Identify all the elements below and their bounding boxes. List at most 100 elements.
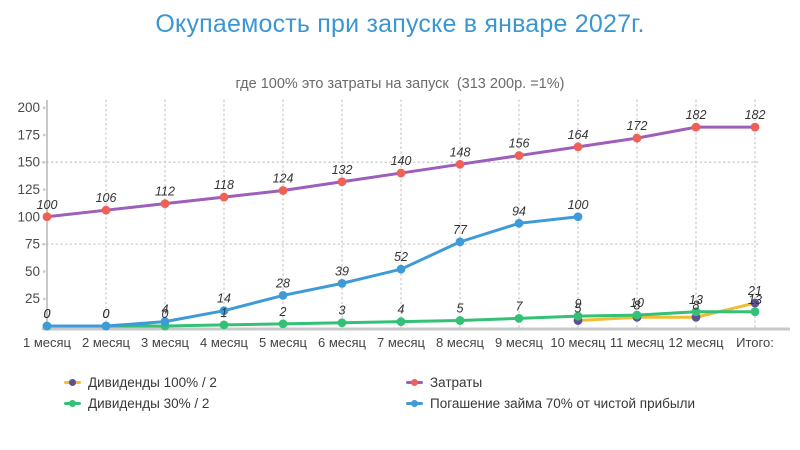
series-point — [42, 212, 52, 222]
y-tick-label: 200 — [17, 100, 40, 115]
data-label: 182 — [686, 108, 707, 122]
series-point — [632, 310, 642, 320]
x-tick-label: 12 месяц — [668, 335, 724, 350]
data-label: 106 — [96, 191, 117, 205]
legend-label: Погашение займа 70% от чистой прибыли — [430, 396, 696, 411]
data-label: 0 — [44, 307, 51, 321]
x-tick-label: 6 месяц — [318, 335, 367, 350]
data-label: 1 — [221, 306, 228, 320]
data-label: 3 — [339, 304, 346, 318]
x-tick-label: 1 месяц — [23, 335, 72, 350]
data-label: 9 — [575, 297, 582, 311]
y-tick-label: 100 — [17, 209, 40, 224]
series-point — [278, 186, 288, 195]
data-label: 0 — [103, 307, 110, 321]
series-point — [514, 151, 524, 160]
series-point — [396, 317, 406, 327]
data-label: 13 — [748, 293, 762, 307]
series-point — [750, 307, 760, 317]
series-point — [101, 321, 111, 331]
series-point — [750, 122, 760, 132]
y-tick-mark — [43, 270, 46, 273]
series-line — [576, 301, 757, 323]
series-line — [45, 215, 580, 328]
series-point — [573, 212, 583, 222]
y-tick-mark — [43, 188, 46, 191]
data-label: 8 — [634, 298, 641, 312]
series-point — [160, 317, 170, 327]
data-label: 0 — [162, 307, 169, 321]
data-label: 52 — [394, 250, 408, 264]
series-point — [219, 306, 229, 316]
x-tick-label: 9 месяц — [495, 335, 544, 350]
x-tick-label: 11 месяц — [610, 335, 665, 350]
series-point — [632, 133, 642, 143]
dividends-100-marker-icon — [64, 378, 81, 387]
y-tick-mark — [43, 161, 46, 164]
data-label: 8 — [693, 298, 700, 312]
series-point — [101, 205, 111, 215]
data-label: 172 — [627, 119, 648, 133]
series-point — [219, 192, 229, 202]
data-label: 28 — [275, 276, 290, 290]
chart-subtitle: где 100% это затраты на запуск (313 200р… — [235, 76, 565, 92]
series-point — [691, 122, 701, 132]
y-tick-label: 125 — [17, 182, 40, 197]
series-point — [455, 237, 465, 247]
series-point — [278, 319, 288, 329]
x-tick-label: Итого: — [736, 335, 774, 350]
legend-item-dividends-100[interactable]: Дивиденды 100% / 2 — [64, 372, 217, 393]
data-label: 4 — [162, 303, 169, 317]
series-point — [573, 311, 583, 321]
data-label: 0 — [44, 307, 51, 321]
legend-item-dividends-30[interactable]: Дивиденды 30% / 2 — [64, 393, 217, 414]
series-point — [573, 142, 583, 152]
y-tick-label: 75 — [25, 237, 40, 252]
y-tick-label: 25 — [25, 291, 40, 306]
y-tick-mark — [43, 106, 46, 109]
series-point — [455, 316, 465, 325]
x-tick-label: 5 месяц — [259, 335, 308, 350]
data-label: 132 — [332, 163, 353, 177]
legend-column-left: Дивиденды 100% / 2 Дивиденды 30% / 2 — [64, 372, 217, 414]
data-label: 21 — [747, 284, 762, 298]
data-label: 148 — [450, 145, 471, 159]
data-label: 100 — [37, 198, 58, 212]
data-label: 10 — [630, 296, 644, 310]
y-tick-mark — [43, 133, 46, 137]
y-tick-label: 150 — [17, 155, 40, 170]
data-label: 118 — [214, 178, 234, 192]
data-label: 112 — [155, 185, 175, 199]
data-label: 39 — [335, 264, 349, 278]
data-label: 164 — [568, 128, 589, 142]
x-tick-label: 8 месяц — [436, 335, 485, 350]
data-label: 182 — [745, 108, 766, 122]
legend-item-costs[interactable]: Затраты — [406, 372, 695, 393]
series-point — [337, 278, 347, 288]
dividends-30-marker-icon — [64, 399, 81, 408]
x-tick-label: 10 месяц — [550, 335, 606, 350]
legend-label: Дивиденды 30% / 2 — [88, 396, 210, 411]
series-point — [750, 298, 760, 308]
legend-item-loan-repayment[interactable]: Погашение займа 70% от чистой прибыли — [406, 393, 695, 414]
legend-column-right: Затраты Погашение займа 70% от чистой пр… — [406, 372, 695, 414]
data-label: 5 — [575, 302, 582, 316]
data-label: 14 — [217, 292, 231, 306]
data-label: 2 — [279, 305, 287, 319]
series-point — [160, 199, 170, 209]
y-tick-mark — [43, 297, 46, 301]
y-tick-label: 175 — [17, 127, 40, 142]
data-label: 94 — [512, 204, 526, 218]
legend-label: Затраты — [430, 375, 483, 390]
data-label: 0 — [103, 307, 110, 321]
series-point — [396, 264, 406, 274]
series-point — [278, 291, 288, 300]
series-point — [455, 159, 465, 169]
x-tick-label: 3 месяц — [141, 335, 190, 350]
data-label: 7 — [516, 299, 524, 313]
data-label: 124 — [273, 172, 294, 186]
data-label: 4 — [398, 303, 405, 317]
data-label: 13 — [689, 293, 703, 307]
series-point — [514, 218, 524, 228]
